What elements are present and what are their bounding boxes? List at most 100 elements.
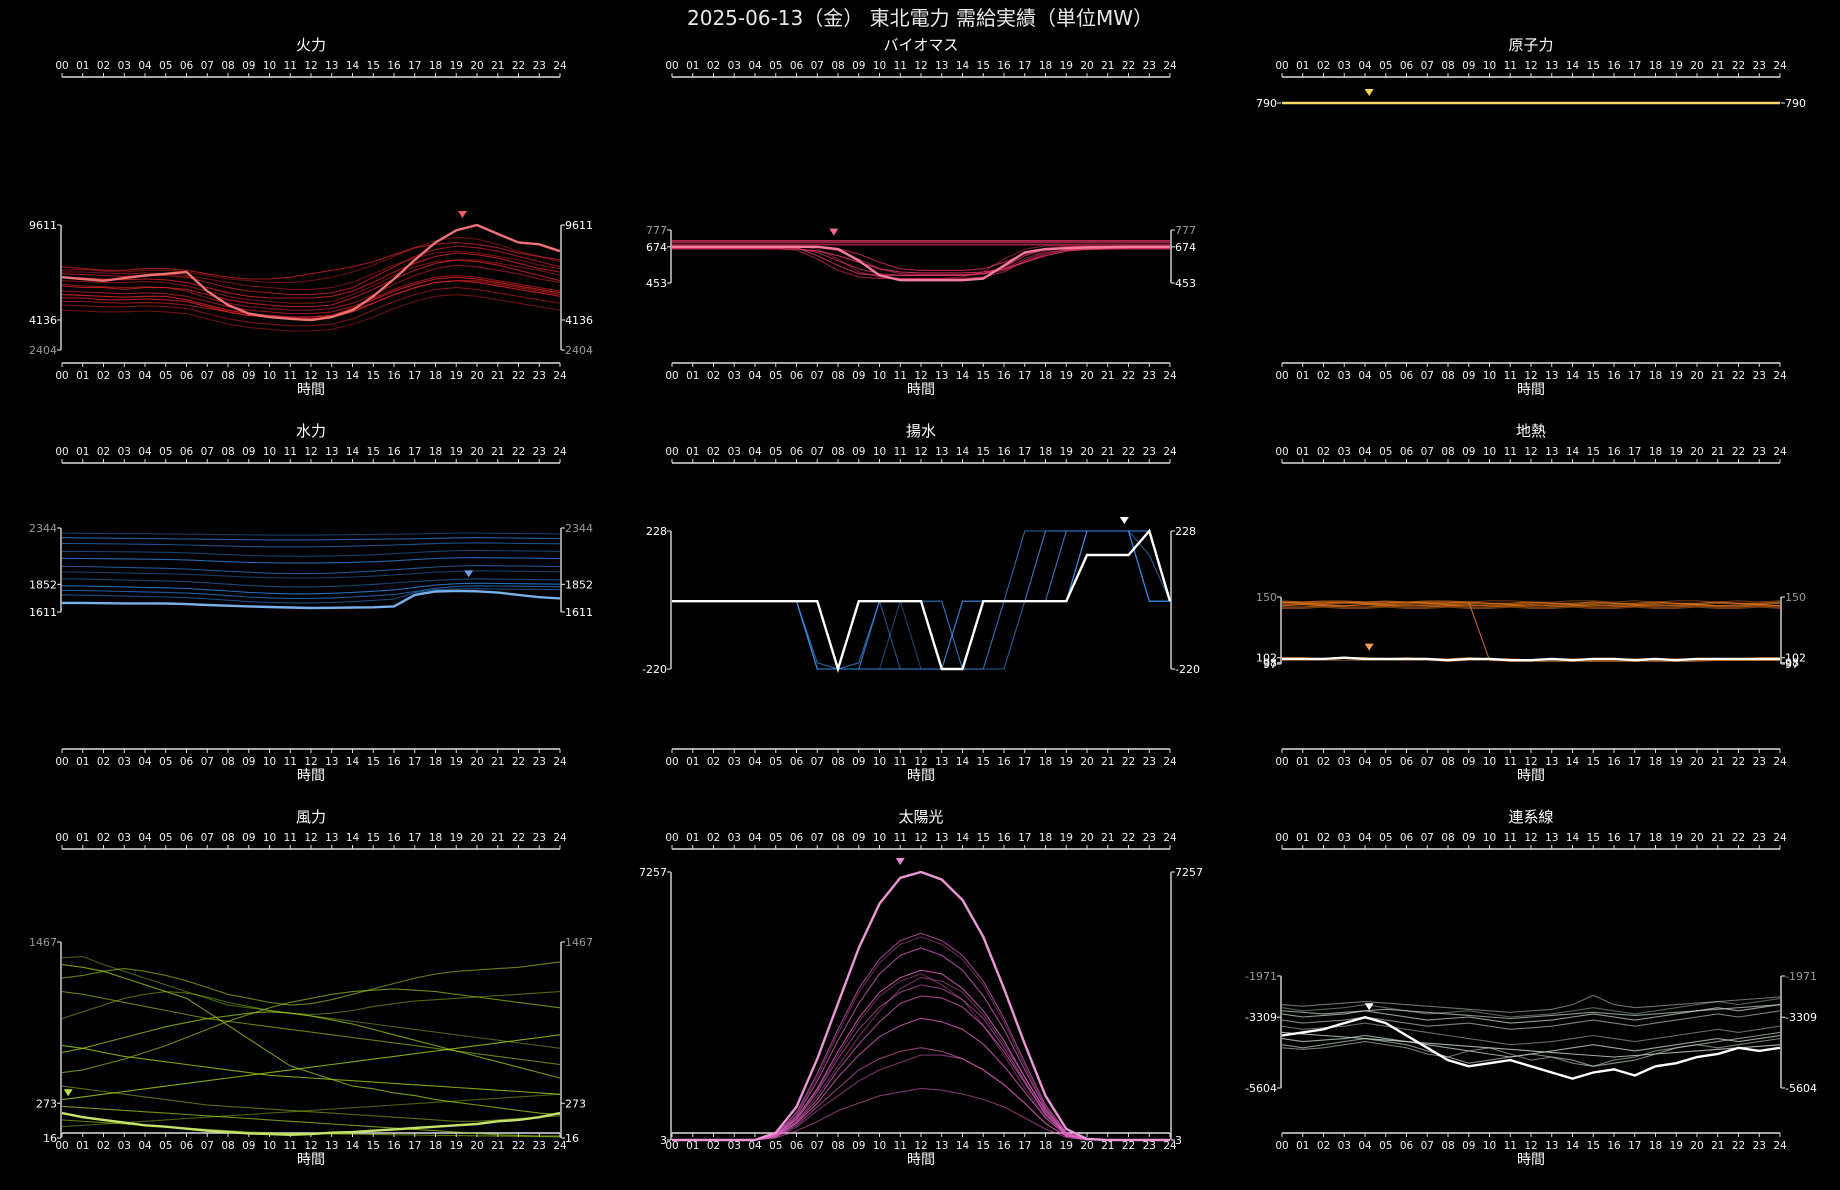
hour-tick-label: 11 (284, 370, 297, 382)
series-line (1281, 1031, 1781, 1058)
hour-tick-label: 07 (811, 832, 824, 844)
series-line (62, 280, 561, 318)
hour-tick-label: 00 (55, 60, 68, 72)
hour-tick-label: 17 (1628, 1140, 1641, 1152)
hour-tick-label: 14 (956, 756, 970, 768)
hour-tick-label: 24 (553, 1140, 567, 1152)
hour-tick-label: 15 (1587, 370, 1600, 382)
hour-tick-label: 23 (533, 446, 546, 458)
hour-tick-label: 15 (367, 756, 380, 768)
hour-tick-label: 08 (221, 832, 234, 844)
hour-tick-label: 21 (1101, 370, 1114, 382)
hour-tick-label: 21 (1101, 756, 1114, 768)
chart-panel-5: 地熱 00 01 02 03 04 05 06 07 08 09 10 11 12 13 14 15 16 17 18… (1256, 422, 1806, 784)
hour-tick-label: 15 (977, 60, 990, 72)
chart-title: 太陽光 (898, 808, 943, 826)
hour-tick-label: 05 (1379, 370, 1392, 382)
hour-tick-label: 10 (873, 60, 886, 72)
x-axis-label: 時間 (907, 1152, 935, 1168)
hour-tick-label: 08 (831, 446, 844, 458)
hour-tick-label: 16 (387, 1140, 401, 1152)
hour-tick-label: 24 (553, 446, 567, 458)
hour-tick-label: 21 (1711, 60, 1724, 72)
value-tick-label: 777 (646, 224, 667, 237)
hour-tick-label: 09 (852, 832, 865, 844)
hour-tick-label: 10 (1483, 832, 1496, 844)
series-line (672, 247, 1170, 274)
hour-tick-label: 16 (387, 60, 401, 72)
hour-tick-label: 11 (894, 832, 907, 844)
series-line (61, 565, 561, 575)
peak-marker (63, 1089, 73, 1097)
hour-tick-label: 01 (686, 756, 699, 768)
hour-tick-label: 11 (1504, 1140, 1517, 1152)
hour-tick-label: 08 (1441, 446, 1454, 458)
hour-tick-label: 03 (1338, 756, 1351, 768)
value-tick-label: 98 (1263, 657, 1277, 670)
hour-tick-label: 10 (263, 60, 276, 72)
series-line (672, 245, 1170, 280)
hour-tick-label: 07 (201, 756, 214, 768)
hour-tick-label: 12 (1524, 756, 1537, 768)
hour-tick-label: 12 (304, 370, 317, 382)
hour-tick-label: 05 (1379, 446, 1392, 458)
value-tick-label: 4136 (29, 314, 57, 327)
hour-tick-label: 02 (707, 832, 720, 844)
hour-tick-label: 08 (831, 370, 844, 382)
hour-tick-label: 10 (873, 832, 886, 844)
chart-title: 火力 (296, 36, 326, 54)
hour-tick-label: 20 (470, 756, 483, 768)
hour-tick-label: 20 (1080, 370, 1093, 382)
hour-tick-label: 08 (221, 60, 234, 72)
hour-tick-label: 20 (1080, 1140, 1093, 1152)
hour-tick-label: 02 (97, 60, 110, 72)
series-line (61, 241, 561, 280)
hour-tick-label: 12 (1524, 1140, 1537, 1152)
hour-tick-label: 10 (873, 370, 886, 382)
hour-tick-label: 17 (1628, 60, 1641, 72)
hour-tick-label: 16 (997, 832, 1011, 844)
series-line (1282, 605, 1781, 608)
hour-tick-label: 14 (346, 832, 360, 844)
hour-tick-label: 03 (118, 832, 131, 844)
hour-tick-label: 22 (1122, 446, 1135, 458)
series-line (1281, 1022, 1781, 1046)
hour-tick-label: 19 (1670, 370, 1683, 382)
hour-tick-label: 06 (790, 446, 804, 458)
hour-tick-label: 09 (1462, 1140, 1475, 1152)
hour-tick-label: 09 (852, 370, 865, 382)
series-line (61, 1105, 560, 1137)
hour-tick-label: 00 (1275, 370, 1288, 382)
value-tick-label: 228 (646, 525, 667, 538)
value-tick-label: 228 (1175, 525, 1196, 538)
hour-tick-label: 24 (553, 370, 567, 382)
hour-tick-label: 03 (1338, 370, 1351, 382)
hour-tick-label: 20 (1080, 446, 1093, 458)
hour-tick-label: 12 (1524, 60, 1537, 72)
hour-tick-label: 03 (118, 446, 131, 458)
hour-tick-label: 21 (1711, 756, 1724, 768)
hour-tick-label: 23 (1753, 446, 1766, 458)
hour-tick-label: 21 (1711, 1140, 1724, 1152)
hour-tick-label: 07 (811, 1140, 824, 1152)
series-line (61, 236, 561, 283)
hour-tick-label: 00 (1275, 446, 1288, 458)
series-line (672, 984, 1170, 1141)
series-line (61, 264, 561, 311)
hour-tick-label: 20 (1690, 446, 1703, 458)
hour-tick-label: 23 (533, 1140, 546, 1152)
hour-tick-label: 11 (1504, 60, 1517, 72)
hour-tick-label: 16 (1607, 370, 1621, 382)
hour-tick-label: 06 (1400, 832, 1414, 844)
hour-tick-label: 04 (1358, 446, 1372, 458)
series-line (672, 936, 1170, 1141)
hour-tick-label: 22 (1732, 370, 1745, 382)
hour-tick-label: 11 (284, 756, 297, 768)
hour-tick-label: 20 (1690, 370, 1703, 382)
value-tick-label: 150 (1256, 591, 1277, 604)
hour-tick-label: 10 (263, 446, 276, 458)
hour-tick-label: 00 (665, 60, 678, 72)
hour-tick-label: 18 (429, 756, 442, 768)
hour-tick-label: 16 (387, 756, 401, 768)
hour-tick-label: 12 (914, 60, 927, 72)
